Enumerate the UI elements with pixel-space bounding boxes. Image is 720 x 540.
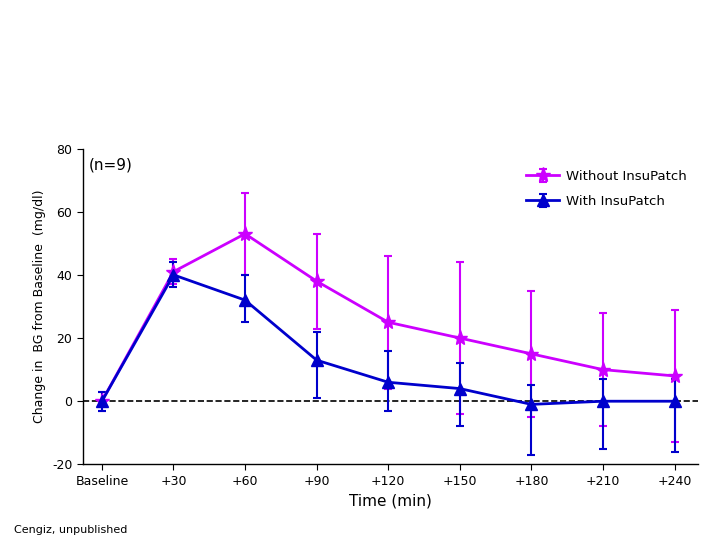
Text: Effect of InsuPatch on meals: Effect of InsuPatch on meals	[158, 43, 562, 70]
Legend: Without InsuPatch, With InsuPatch: Without InsuPatch, With InsuPatch	[521, 165, 692, 213]
Text: Cengiz, unpublished: Cengiz, unpublished	[14, 524, 127, 535]
Text: (n=9): (n=9)	[89, 158, 132, 173]
Y-axis label: Change in  BG from Baseline  (mg/dl): Change in BG from Baseline (mg/dl)	[33, 190, 47, 423]
X-axis label: Time (min): Time (min)	[349, 494, 432, 508]
